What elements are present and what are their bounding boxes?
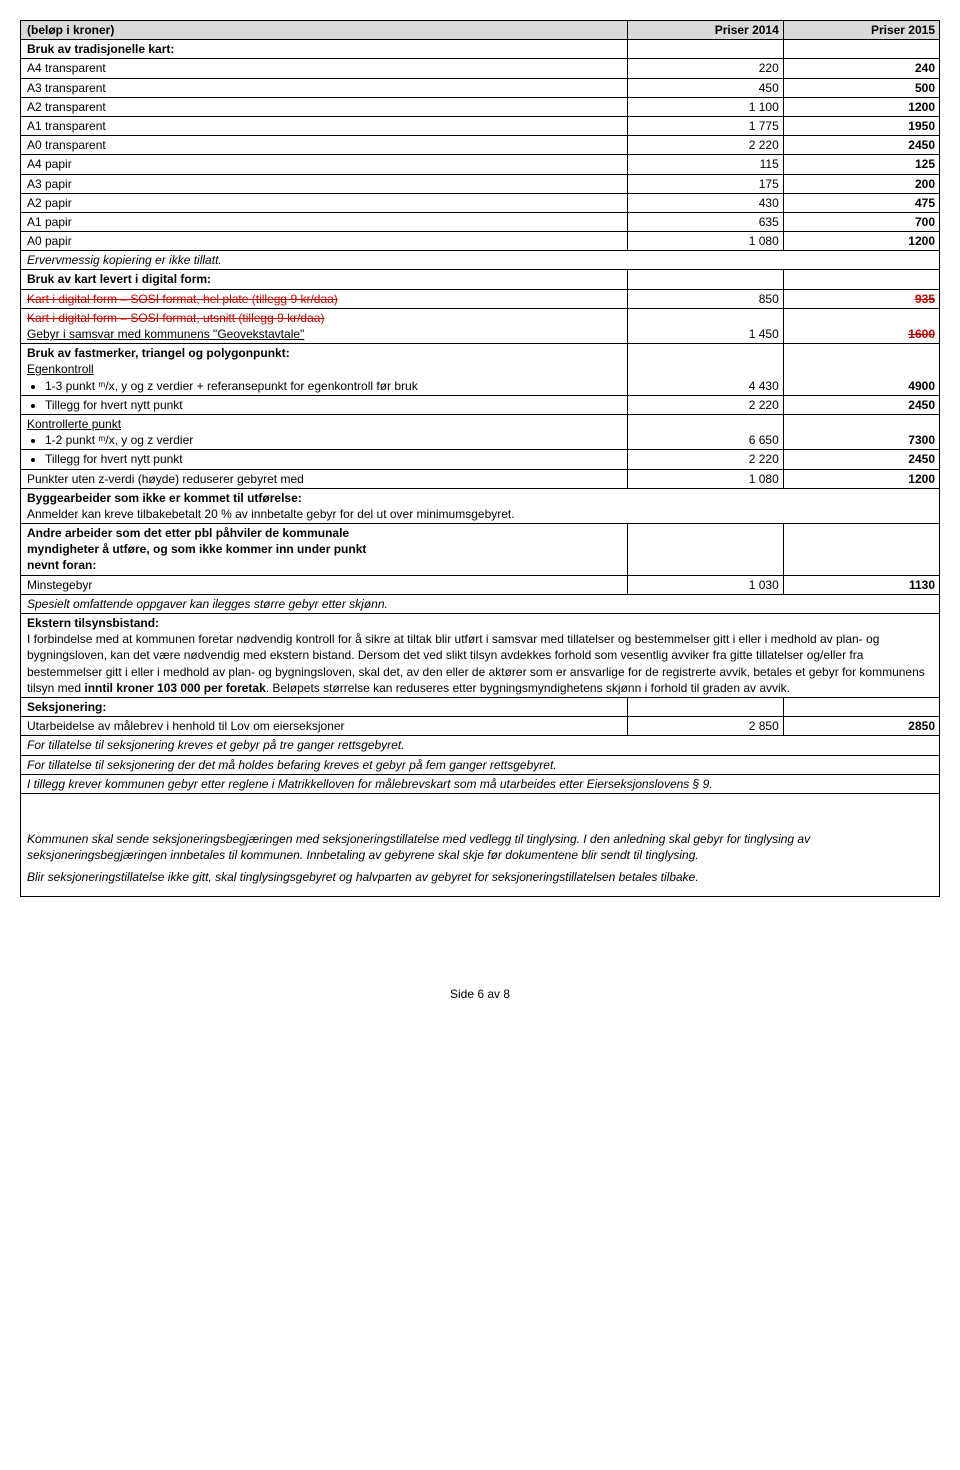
- section-note: Spesielt omfattende oppgaver kan ilegges…: [21, 594, 940, 613]
- table-row: Tillegg for hvert nytt punkt 2 220 2450: [21, 450, 940, 469]
- table-row: Ekstern tilsynsbistand: I forbindelse me…: [21, 614, 940, 698]
- page-footer: Side 6 av 8: [20, 987, 940, 1001]
- price-table: (beløp i kroner) Priser 2014 Priser 2015…: [20, 20, 940, 897]
- section-note: Ervervmessig kopiering er ikke tillatt.: [21, 251, 940, 270]
- row-label: Kart i digital form – SOSI format, hel p…: [21, 289, 628, 308]
- table-row: Andre arbeider som det etter pbl påhvile…: [21, 524, 940, 576]
- table-row: A0 transparent 2 220 2450: [21, 136, 940, 155]
- table-row: Kommunen skal sende seksjoneringsbegjæri…: [21, 793, 940, 897]
- table-row: A2 papir 430 475: [21, 193, 940, 212]
- table-row: Utarbeidelse av målebrev i henhold til L…: [21, 717, 940, 736]
- table-row: A0 papir 1 080 1200: [21, 232, 940, 251]
- table-row: For tillatelse til seksjonering der det …: [21, 755, 940, 774]
- table-row: A4 papir 115 125: [21, 155, 940, 174]
- table-row: A2 transparent 1 100 1200: [21, 97, 940, 116]
- table-row: Punkter uten z-verdi (høyde) reduserer g…: [21, 469, 940, 488]
- table-row: Byggearbeider som ikke er kommet til utf…: [21, 488, 940, 523]
- table-row: A3 transparent 450 500: [21, 78, 940, 97]
- section-title: Bruk av kart levert i digital form:: [21, 270, 628, 289]
- header-2015: Priser 2015: [783, 21, 939, 40]
- header-desc: (beløp i kroner): [21, 21, 628, 40]
- table-row: Ervervmessig kopiering er ikke tillatt.: [21, 251, 940, 270]
- page-root: (beløp i kroner) Priser 2014 Priser 2015…: [0, 0, 960, 1041]
- table-row: Kart i digital form – SOSI format, utsni…: [21, 308, 940, 343]
- row-label: A4 transparent: [21, 59, 628, 78]
- table-row: For tillatelse til seksjonering kreves e…: [21, 736, 940, 755]
- table-row: Tillegg for hvert nytt punkt 2 220 2450: [21, 395, 940, 414]
- table-row: A1 papir 635 700: [21, 212, 940, 231]
- section-title: Seksjonering:: [21, 697, 628, 716]
- table-row: Bruk av kart levert i digital form:: [21, 270, 940, 289]
- section-title: Bruk av fastmerker, triangel og polygonp…: [27, 346, 290, 360]
- section-title: Bruk av tradisjonelle kart:: [21, 40, 628, 59]
- table-row: Seksjonering:: [21, 697, 940, 716]
- table-header: (beløp i kroner) Priser 2014 Priser 2015: [21, 21, 940, 40]
- section-title: Byggearbeider som ikke er kommet til utf…: [27, 491, 302, 505]
- row-p15: 240: [783, 59, 939, 78]
- table-row: Spesielt omfattende oppgaver kan ilegges…: [21, 594, 940, 613]
- row-p14: 220: [627, 59, 783, 78]
- table-row: A4 transparent 220 240: [21, 59, 940, 78]
- table-row: Kart i digital form – SOSI format, hel p…: [21, 289, 940, 308]
- table-row: A3 papir 175 200: [21, 174, 940, 193]
- table-row: A1 transparent 1 775 1950: [21, 116, 940, 135]
- table-row: I tillegg krever kommunen gebyr etter re…: [21, 774, 940, 793]
- table-row: Kontrollerte punkt 1-2 punkt ᵐ/x, y og z…: [21, 414, 940, 449]
- header-2014: Priser 2014: [627, 21, 783, 40]
- table-row: Bruk av tradisjonelle kart:: [21, 40, 940, 59]
- table-row: Bruk av fastmerker, triangel og polygonp…: [21, 344, 940, 396]
- table-row: Minstegebyr 1 030 1130: [21, 575, 940, 594]
- section-title: Ekstern tilsynsbistand:: [27, 616, 159, 630]
